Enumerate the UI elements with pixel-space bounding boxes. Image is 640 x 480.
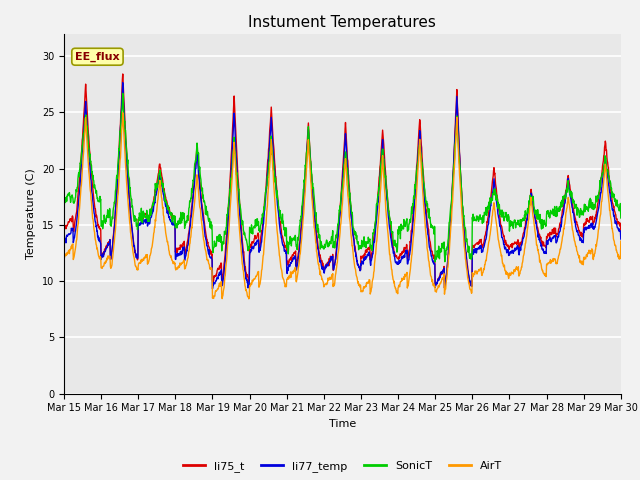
SonicT [119,91,127,96]
AirT [429,277,436,283]
Title: Instument Temperatures: Instument Temperatures [248,15,436,30]
AirT [293,276,301,282]
Line: li75_t: li75_t [64,74,621,288]
Legend: li75_t, li77_temp, SonicT, AirT: li75_t, li77_temp, SonicT, AirT [179,457,506,477]
SonicT [292,244,300,250]
li77_temp [280,242,287,248]
AirT [617,238,625,244]
li75_t [119,71,127,77]
li75_t [292,260,300,266]
X-axis label: Time: Time [329,419,356,429]
SonicT [568,194,576,200]
li77_temp [429,258,436,264]
AirT [119,110,127,116]
Line: SonicT: SonicT [64,94,621,262]
li75_t [617,228,625,233]
Line: li77_temp: li77_temp [64,83,621,288]
SonicT [431,259,439,264]
AirT [520,251,528,256]
SonicT [428,225,436,230]
li77_temp [520,233,528,239]
SonicT [279,220,287,226]
SonicT [184,213,191,218]
li75_t [279,235,287,241]
SonicT [60,198,68,204]
AirT [568,224,576,229]
AirT [280,276,287,282]
Text: EE_flux: EE_flux [75,51,120,62]
SonicT [617,215,625,221]
li77_temp [293,265,301,271]
Y-axis label: Temperature (C): Temperature (C) [26,168,36,259]
SonicT [520,218,528,224]
li75_t [428,248,436,254]
li77_temp [184,244,191,250]
AirT [60,257,68,263]
li77_temp [60,240,68,246]
li77_temp [119,80,127,85]
li77_temp [209,286,216,291]
li77_temp [617,236,625,242]
li77_temp [568,204,576,210]
li75_t [441,285,449,291]
li75_t [520,228,528,234]
li75_t [60,225,68,231]
AirT [184,257,191,263]
li75_t [568,200,576,205]
AirT [245,296,253,301]
Line: AirT: AirT [64,113,621,299]
li75_t [184,240,191,245]
